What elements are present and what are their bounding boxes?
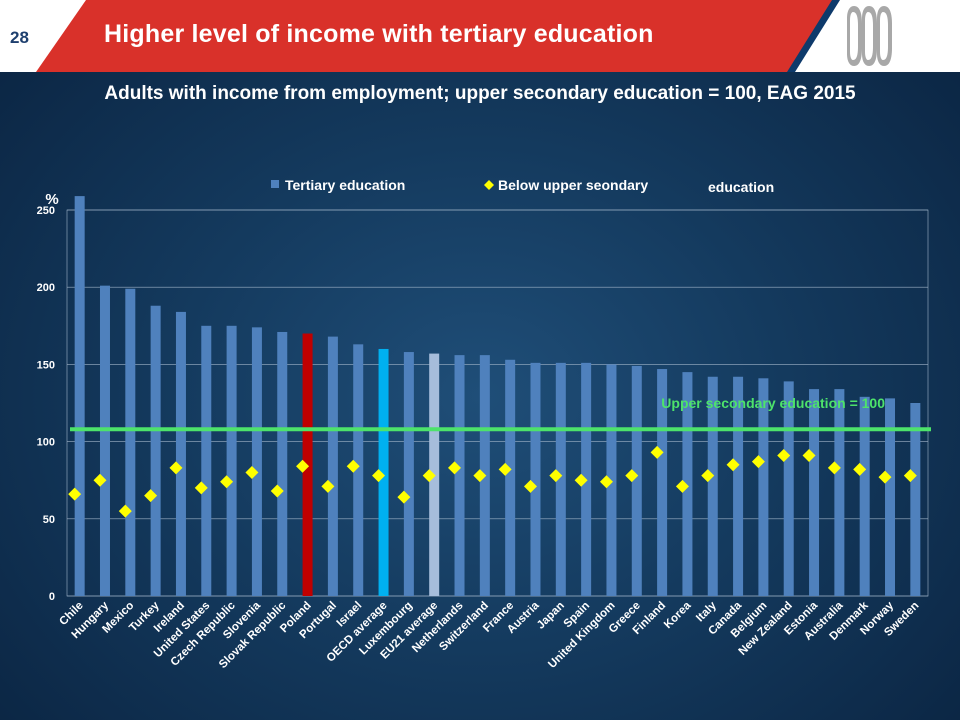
marker [220, 475, 234, 489]
bar [682, 372, 693, 596]
y-axis: 0 50 100 150 200 250% [37, 191, 59, 603]
bar [74, 196, 85, 596]
bar [707, 376, 718, 596]
bar [353, 344, 364, 596]
marker [574, 473, 588, 487]
x-tick-label: Japan [535, 600, 567, 632]
marker [726, 458, 740, 472]
marker [169, 461, 183, 475]
marker [473, 469, 487, 483]
marker [397, 490, 411, 504]
marker [422, 469, 436, 483]
y-tick-label: 200 [37, 282, 55, 294]
marker [321, 479, 335, 493]
marker [549, 469, 563, 483]
bar [99, 285, 110, 596]
bar [505, 359, 516, 596]
bar [454, 355, 465, 596]
marker [903, 469, 917, 483]
bar [606, 364, 617, 596]
bar [631, 365, 642, 596]
bars [74, 196, 921, 596]
x-tick-label: Korea [662, 599, 694, 631]
bar [834, 389, 845, 596]
legend-label-below-line2: education [708, 179, 774, 195]
marker [650, 445, 664, 459]
y-tick-label: 250 [37, 205, 55, 217]
bar [125, 288, 136, 596]
bar [859, 396, 870, 596]
marker [448, 461, 462, 475]
bar [327, 336, 338, 596]
marker [853, 462, 867, 476]
legend-label-below-line1: Below upper seondary [498, 177, 648, 193]
marker [777, 448, 791, 462]
reference-line-label: Upper secondary education = 100 [661, 395, 885, 411]
bar [302, 333, 313, 596]
marker [346, 459, 360, 473]
marker [498, 462, 512, 476]
bar [201, 325, 212, 596]
bar [530, 362, 541, 596]
marker [802, 448, 816, 462]
legend-label-tertiary: Tertiary education [285, 177, 405, 193]
marker [827, 461, 841, 475]
y-tick-label: 150 [37, 359, 55, 371]
bar [910, 403, 921, 596]
marker [118, 504, 132, 518]
slide-number: 28 [10, 28, 29, 47]
marker [701, 469, 715, 483]
bar [226, 325, 237, 596]
marker [68, 487, 82, 501]
marker [194, 481, 208, 495]
marker [523, 479, 537, 493]
chart-subtitle: Adults with income from employment; uppe… [104, 83, 856, 104]
marker [751, 455, 765, 469]
bar [733, 376, 744, 596]
slide-title: Higher level of income with tertiary edu… [104, 20, 654, 48]
bar [403, 352, 414, 596]
bar [150, 305, 161, 596]
marker [372, 469, 386, 483]
reference-line-group: Upper secondary education = 100 [70, 395, 931, 432]
marker [675, 479, 689, 493]
legend: Tertiary education Below upper seondary ed… [271, 177, 774, 195]
bar [657, 369, 668, 596]
marker [599, 475, 613, 489]
legend-swatch-marker [484, 180, 494, 190]
y-tick-label: 0 [49, 591, 55, 603]
marker [878, 470, 892, 484]
oecd-logo-icon [847, 6, 892, 66]
bar [277, 331, 288, 596]
bar [555, 362, 566, 596]
bar [251, 327, 262, 596]
y-axis-label: % [45, 191, 58, 208]
markers [68, 445, 917, 518]
bar [378, 348, 389, 596]
bar [175, 311, 186, 596]
marker [93, 473, 107, 487]
legend-swatch-bar [271, 180, 279, 188]
marker [245, 465, 259, 479]
bar [783, 381, 794, 596]
bar [809, 389, 820, 596]
marker [270, 484, 284, 498]
marker [296, 459, 310, 473]
marker [625, 469, 639, 483]
bar [758, 378, 769, 596]
y-tick-label: 100 [37, 437, 55, 449]
marker [144, 489, 158, 503]
y-tick-label: 50 [43, 514, 55, 526]
bar [885, 398, 896, 596]
